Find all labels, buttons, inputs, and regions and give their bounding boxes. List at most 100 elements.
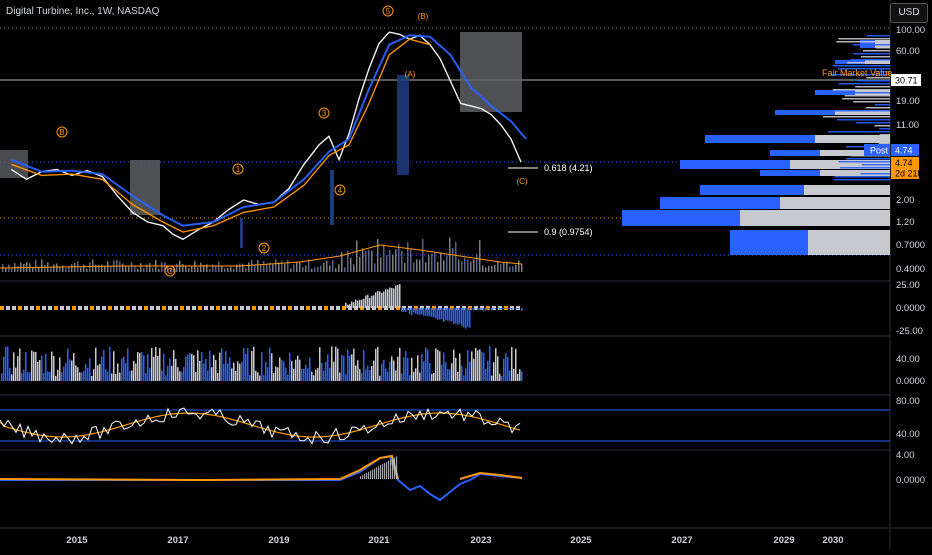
volume-bar [254,264,256,272]
strength-bar [487,361,489,381]
strength-bar [229,357,231,381]
momentum-bar [509,308,511,309]
volume-bar [404,263,406,272]
strength-bar [491,376,493,381]
strength-bar [393,360,395,381]
strength-bar [295,360,297,381]
strength-bar [399,348,401,381]
volume-profile-bar [740,210,890,226]
strength-bar [199,361,201,381]
strength-bar [185,357,187,381]
volume-bar [200,263,202,272]
volume-bar [374,264,376,272]
volume-profile-thin-bar [823,116,890,118]
strength-bar [155,347,157,381]
volume-profile-bar [680,160,790,169]
volume-bar [437,262,439,272]
momentum-bar [379,291,381,308]
currency-button[interactable]: USD [890,3,928,23]
osc-bar [390,460,391,479]
volume-bar [362,248,364,272]
volume-bar [518,260,520,272]
strength-bar [255,371,257,381]
time-axis-tick-label: 2027 [671,535,692,546]
momentum-dot [324,306,328,310]
strength-bar [13,352,15,381]
momentum-bar [435,308,437,318]
momentum-bar [473,308,475,311]
strength-bar [63,367,65,381]
volume-bar [431,254,433,272]
strength-bar [453,350,455,381]
momentum-dot [54,306,58,310]
strength-bar [201,352,203,381]
strength-bar [309,357,311,381]
volume-bar [329,266,331,272]
volume-profile-thin-bar [847,62,890,64]
strength-bar [147,354,149,381]
wave-bar-3 [240,218,243,248]
strength-bar [369,370,371,381]
momentum-bar [371,296,373,308]
strength-bar [113,351,115,381]
momentum-bar [427,308,429,316]
strength-bar [371,366,373,381]
strength-bar [103,350,105,381]
momentum-dot [186,306,190,310]
momentum-dot [42,306,46,310]
momentum-dot [210,306,214,310]
strength-bar [53,356,55,381]
volume-profile-thin-bar [837,119,890,121]
volume-profile-bar [622,210,740,226]
strength-bar [225,351,227,381]
strength-bar [213,355,215,381]
price-axis-tick-label: 100.00 [896,25,925,36]
momentum-bar [499,308,501,310]
momentum-bar [417,308,419,315]
volume-bar [446,255,448,272]
wave-label: B [59,128,64,137]
strength-bar [297,356,299,381]
volume-bar [188,268,190,272]
volume-profile-thin-bar [821,110,890,112]
volume-bar [425,262,427,272]
strength-bar [365,369,367,381]
strength-bar [107,372,109,381]
volume-bar [140,263,142,272]
momentum-bar [375,292,377,308]
strength-bar [121,359,123,381]
strength-bar [1,373,3,381]
strength-bar [173,350,175,381]
momentum-bar [345,303,347,308]
momentum-bar [409,308,411,314]
osc-bar [380,465,381,479]
volume-profile-bar [780,197,890,209]
momentum-bar [467,308,469,327]
momentum-dot [66,306,70,310]
volume-bar [176,264,178,272]
osc-bar [392,459,393,479]
volume-profile-thin-bar [856,122,890,124]
strength-bar [5,347,7,381]
volume-profile-thin-bar [861,56,890,58]
osc-bar [370,471,371,479]
volume-bar [503,262,505,272]
strength-bar [151,348,153,381]
strength-bar [259,376,261,381]
volume-profile-thin-bar [876,47,890,49]
strength-bar [57,370,59,381]
momentum-bar [517,308,519,309]
volume-bar [323,263,325,272]
momentum-bar [381,293,383,308]
strength-bar [463,375,465,381]
momentum-bar [421,308,423,314]
strength-bar [223,364,225,381]
momentum-dot [288,306,292,310]
volume-bar [71,264,73,272]
strength-bar [273,373,275,381]
wave-label: 5 [386,7,391,16]
strength-bar [379,376,381,381]
momentum-bar [389,288,391,308]
